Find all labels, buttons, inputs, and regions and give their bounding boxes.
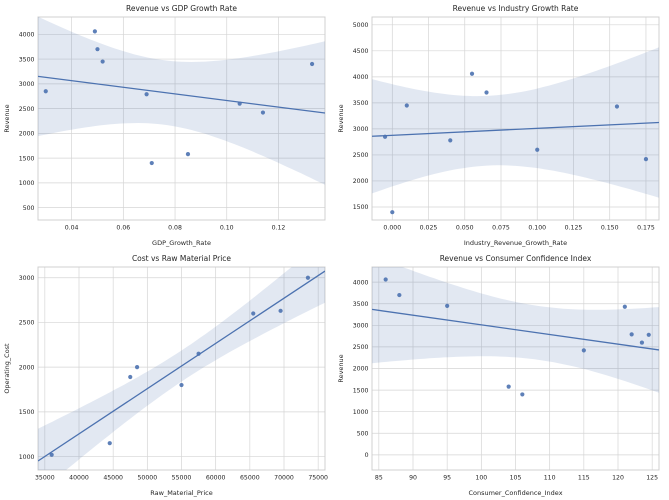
svg-text:GDP_Growth_Rate: GDP_Growth_Rate [152, 239, 211, 247]
subplot-revenue-vs-confidence: 85 90 95 100 105 110 115 120 125 0 500 1000 1500 2000… [334, 250, 668, 500]
svg-text:1500: 1500 [353, 204, 369, 211]
svg-text:55000: 55000 [172, 475, 192, 482]
svg-text:1000: 1000 [353, 409, 369, 416]
svg-text:4000: 4000 [353, 74, 369, 81]
svg-text:0.100: 0.100 [528, 225, 546, 232]
svg-text:65000: 65000 [240, 475, 260, 482]
svg-text:115: 115 [578, 475, 590, 482]
svg-text:Revenue: Revenue [337, 104, 345, 132]
svg-text:0.075: 0.075 [492, 225, 510, 232]
svg-text:0.06: 0.06 [116, 225, 130, 232]
svg-text:Revenue: Revenue [3, 104, 11, 132]
svg-text:4500: 4500 [353, 48, 369, 55]
chart-revenue-vs-consumer-confidence: 85 90 95 100 105 110 115 120 125 0 500 1000 1500 2000… [334, 250, 668, 500]
svg-text:85: 85 [375, 475, 383, 482]
svg-text:0.175: 0.175 [637, 225, 655, 232]
svg-text:5000: 5000 [353, 22, 369, 29]
svg-text:1500: 1500 [19, 155, 35, 162]
svg-text:1000: 1000 [19, 180, 35, 187]
svg-text:3000: 3000 [353, 323, 369, 330]
svg-text:40000: 40000 [69, 475, 89, 482]
svg-text:Raw_Material_Price: Raw_Material_Price [150, 489, 212, 497]
svg-text:0: 0 [365, 452, 369, 459]
svg-text:1500: 1500 [19, 409, 35, 416]
svg-text:75000: 75000 [308, 475, 328, 482]
subplot-revenue-vs-gdp: 0.04 0.06 0.08 0.10 0.12 500 1000 1500 2000 2500 3… [0, 0, 334, 250]
svg-text:4000: 4000 [353, 279, 369, 286]
svg-text:1500: 1500 [353, 387, 369, 394]
svg-text:3500: 3500 [353, 100, 369, 107]
svg-text:2000: 2000 [19, 364, 35, 371]
svg-text:1000: 1000 [19, 454, 35, 461]
svg-text:0.025: 0.025 [420, 225, 438, 232]
subplot-revenue-vs-industry: 0.000 0.025 0.050 0.075 0.100 0.125 0.150 0.175… [334, 0, 668, 250]
svg-text:60000: 60000 [206, 475, 226, 482]
svg-text:35000: 35000 [35, 475, 55, 482]
svg-text:500: 500 [357, 430, 369, 437]
svg-text:3500: 3500 [19, 56, 35, 63]
svg-text:0.04: 0.04 [65, 225, 79, 232]
svg-text:45000: 45000 [103, 475, 123, 482]
subplot-cost-vs-raw-material: 35000 40000 45000 50000 55000 60000 65000 70000… [0, 250, 334, 500]
svg-text:Consumer_Confidence_Index: Consumer_Confidence_Index [468, 489, 562, 497]
svg-text:Operating_Cost: Operating_Cost [3, 343, 11, 394]
svg-text:50000: 50000 [137, 475, 157, 482]
svg-text:0.125: 0.125 [565, 225, 583, 232]
svg-text:3500: 3500 [353, 301, 369, 308]
svg-text:125: 125 [646, 475, 658, 482]
svg-text:105: 105 [510, 475, 522, 482]
svg-text:0.000: 0.000 [383, 225, 401, 232]
svg-text:2500: 2500 [353, 152, 369, 159]
svg-text:2000: 2000 [353, 366, 369, 373]
svg-text:0.08: 0.08 [168, 225, 182, 232]
svg-text:Cost vs Raw Material Price: Cost vs Raw Material Price [132, 254, 231, 263]
svg-text:2000: 2000 [19, 131, 35, 138]
svg-text:3000: 3000 [19, 81, 35, 88]
svg-text:120: 120 [612, 475, 624, 482]
svg-text:2500: 2500 [353, 344, 369, 351]
svg-text:3000: 3000 [19, 275, 35, 282]
svg-text:Revenue vs GDP Growth Rate: Revenue vs GDP Growth Rate [126, 4, 237, 13]
svg-text:2500: 2500 [19, 320, 35, 327]
svg-text:Industry_Revenue_Growth_Rate: Industry_Revenue_Growth_Rate [464, 239, 567, 247]
svg-text:Revenue: Revenue [337, 354, 345, 382]
svg-text:90: 90 [409, 475, 417, 482]
svg-text:0.10: 0.10 [220, 225, 234, 232]
svg-text:0.12: 0.12 [272, 225, 286, 232]
svg-text:110: 110 [544, 475, 556, 482]
svg-text:500: 500 [23, 205, 35, 212]
chart-cost-vs-raw-material-price: 35000 40000 45000 50000 55000 60000 65000 70000… [0, 250, 334, 500]
svg-text:70000: 70000 [274, 475, 294, 482]
svg-text:4000: 4000 [19, 32, 35, 39]
svg-text:0.050: 0.050 [456, 225, 474, 232]
svg-text:100: 100 [475, 475, 487, 482]
svg-text:Revenue vs Consumer Confidence: Revenue vs Consumer Confidence Index [440, 254, 592, 263]
chart-revenue-vs-industry-growth: 0.000 0.025 0.050 0.075 0.100 0.125 0.150 0.175… [334, 0, 668, 250]
svg-text:2500: 2500 [19, 106, 35, 113]
svg-text:2000: 2000 [353, 178, 369, 185]
svg-text:Revenue vs Industry Growth Rat: Revenue vs Industry Growth Rate [453, 4, 579, 13]
chart-revenue-vs-gdp-growth: 0.04 0.06 0.08 0.10 0.12 500 1000 1500 2000 2500 3… [0, 0, 334, 250]
svg-text:3000: 3000 [353, 126, 369, 133]
svg-text:0.150: 0.150 [601, 225, 619, 232]
svg-text:95: 95 [443, 475, 451, 482]
